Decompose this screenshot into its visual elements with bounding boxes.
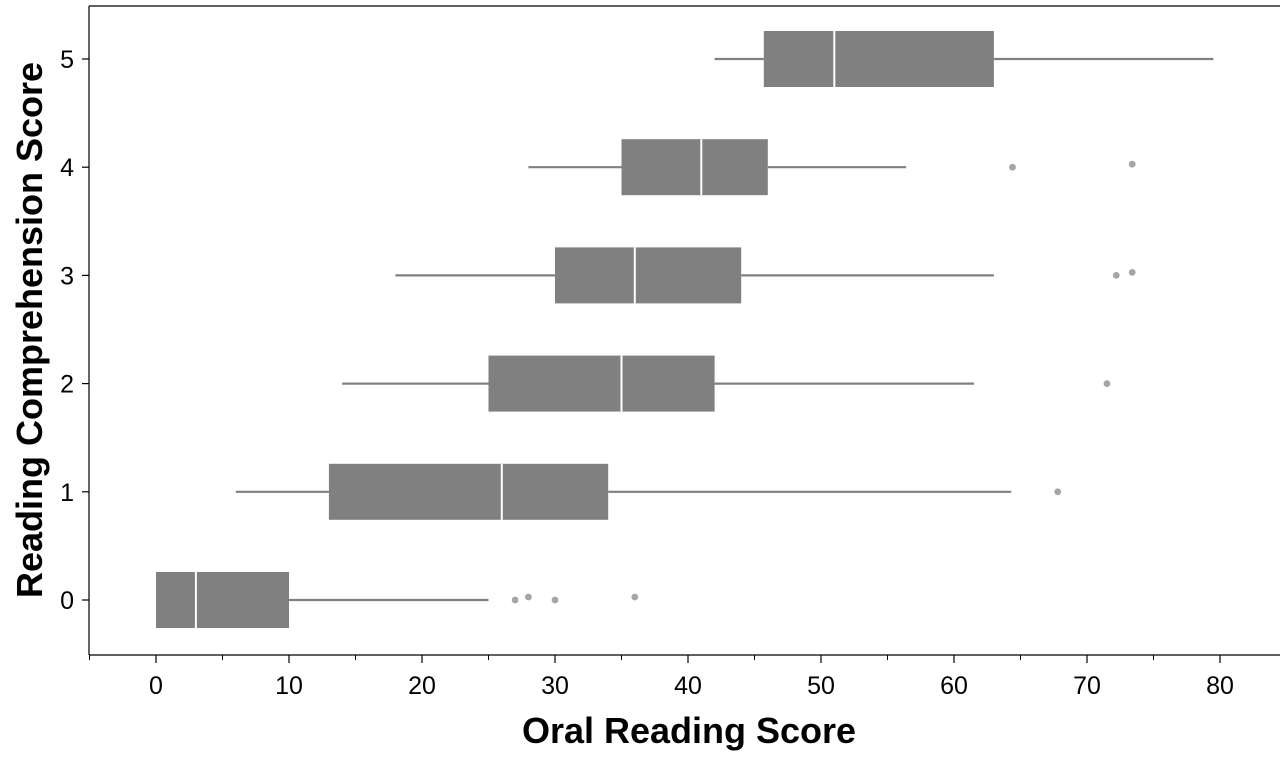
outlier-point bbox=[1009, 163, 1016, 171]
y-tick-label: 4 bbox=[60, 154, 74, 182]
x-tick-label: 0 bbox=[149, 672, 163, 700]
box-0 bbox=[156, 572, 639, 628]
box-1 bbox=[235, 463, 1062, 520]
outlier-point bbox=[1128, 160, 1136, 168]
iqr-box bbox=[328, 463, 609, 520]
outlier-point bbox=[525, 593, 532, 601]
x-tick-label: 60 bbox=[940, 672, 968, 700]
y-tick-label: 2 bbox=[60, 371, 74, 399]
y-tick-label: 5 bbox=[60, 46, 74, 74]
x-tick-label: 50 bbox=[807, 672, 835, 700]
iqr-box bbox=[156, 572, 289, 628]
outlier-point bbox=[1054, 488, 1062, 496]
x-tick-label: 70 bbox=[1073, 672, 1101, 700]
x-tick-label: 10 bbox=[275, 672, 303, 700]
outlier-point bbox=[1103, 380, 1111, 387]
y-tick-label: 0 bbox=[60, 587, 74, 615]
plot-frame bbox=[88, 5, 1280, 656]
outlier-point bbox=[1128, 269, 1136, 276]
y-tick-label: 1 bbox=[60, 479, 74, 507]
outlier-point bbox=[631, 593, 639, 601]
y-axis-title: Reading Comprehension Score bbox=[9, 62, 50, 598]
ticks-group: 0 10 20 30 40 50 60 70 80 0 1 2 3 4 5 bbox=[60, 46, 1234, 700]
outlier-point bbox=[1112, 272, 1120, 279]
box-5 bbox=[714, 31, 1214, 87]
x-axis-title: Oral Reading Score bbox=[522, 710, 856, 751]
iqr-box bbox=[763, 31, 994, 87]
iqr-box bbox=[488, 355, 715, 412]
boxes-group bbox=[156, 31, 1214, 628]
iqr-box bbox=[555, 247, 742, 304]
box-2 bbox=[342, 355, 1111, 412]
x-tick-label: 40 bbox=[674, 672, 702, 700]
iqr-box bbox=[621, 139, 768, 196]
y-tick-label: 3 bbox=[60, 262, 74, 290]
box-4 bbox=[528, 139, 1136, 196]
x-tick-label: 80 bbox=[1206, 672, 1234, 700]
outlier-point bbox=[551, 596, 559, 604]
box-3 bbox=[395, 247, 1136, 304]
outlier-point bbox=[511, 596, 519, 604]
x-tick-label: 30 bbox=[541, 672, 569, 700]
x-tick-label: 20 bbox=[408, 672, 436, 700]
